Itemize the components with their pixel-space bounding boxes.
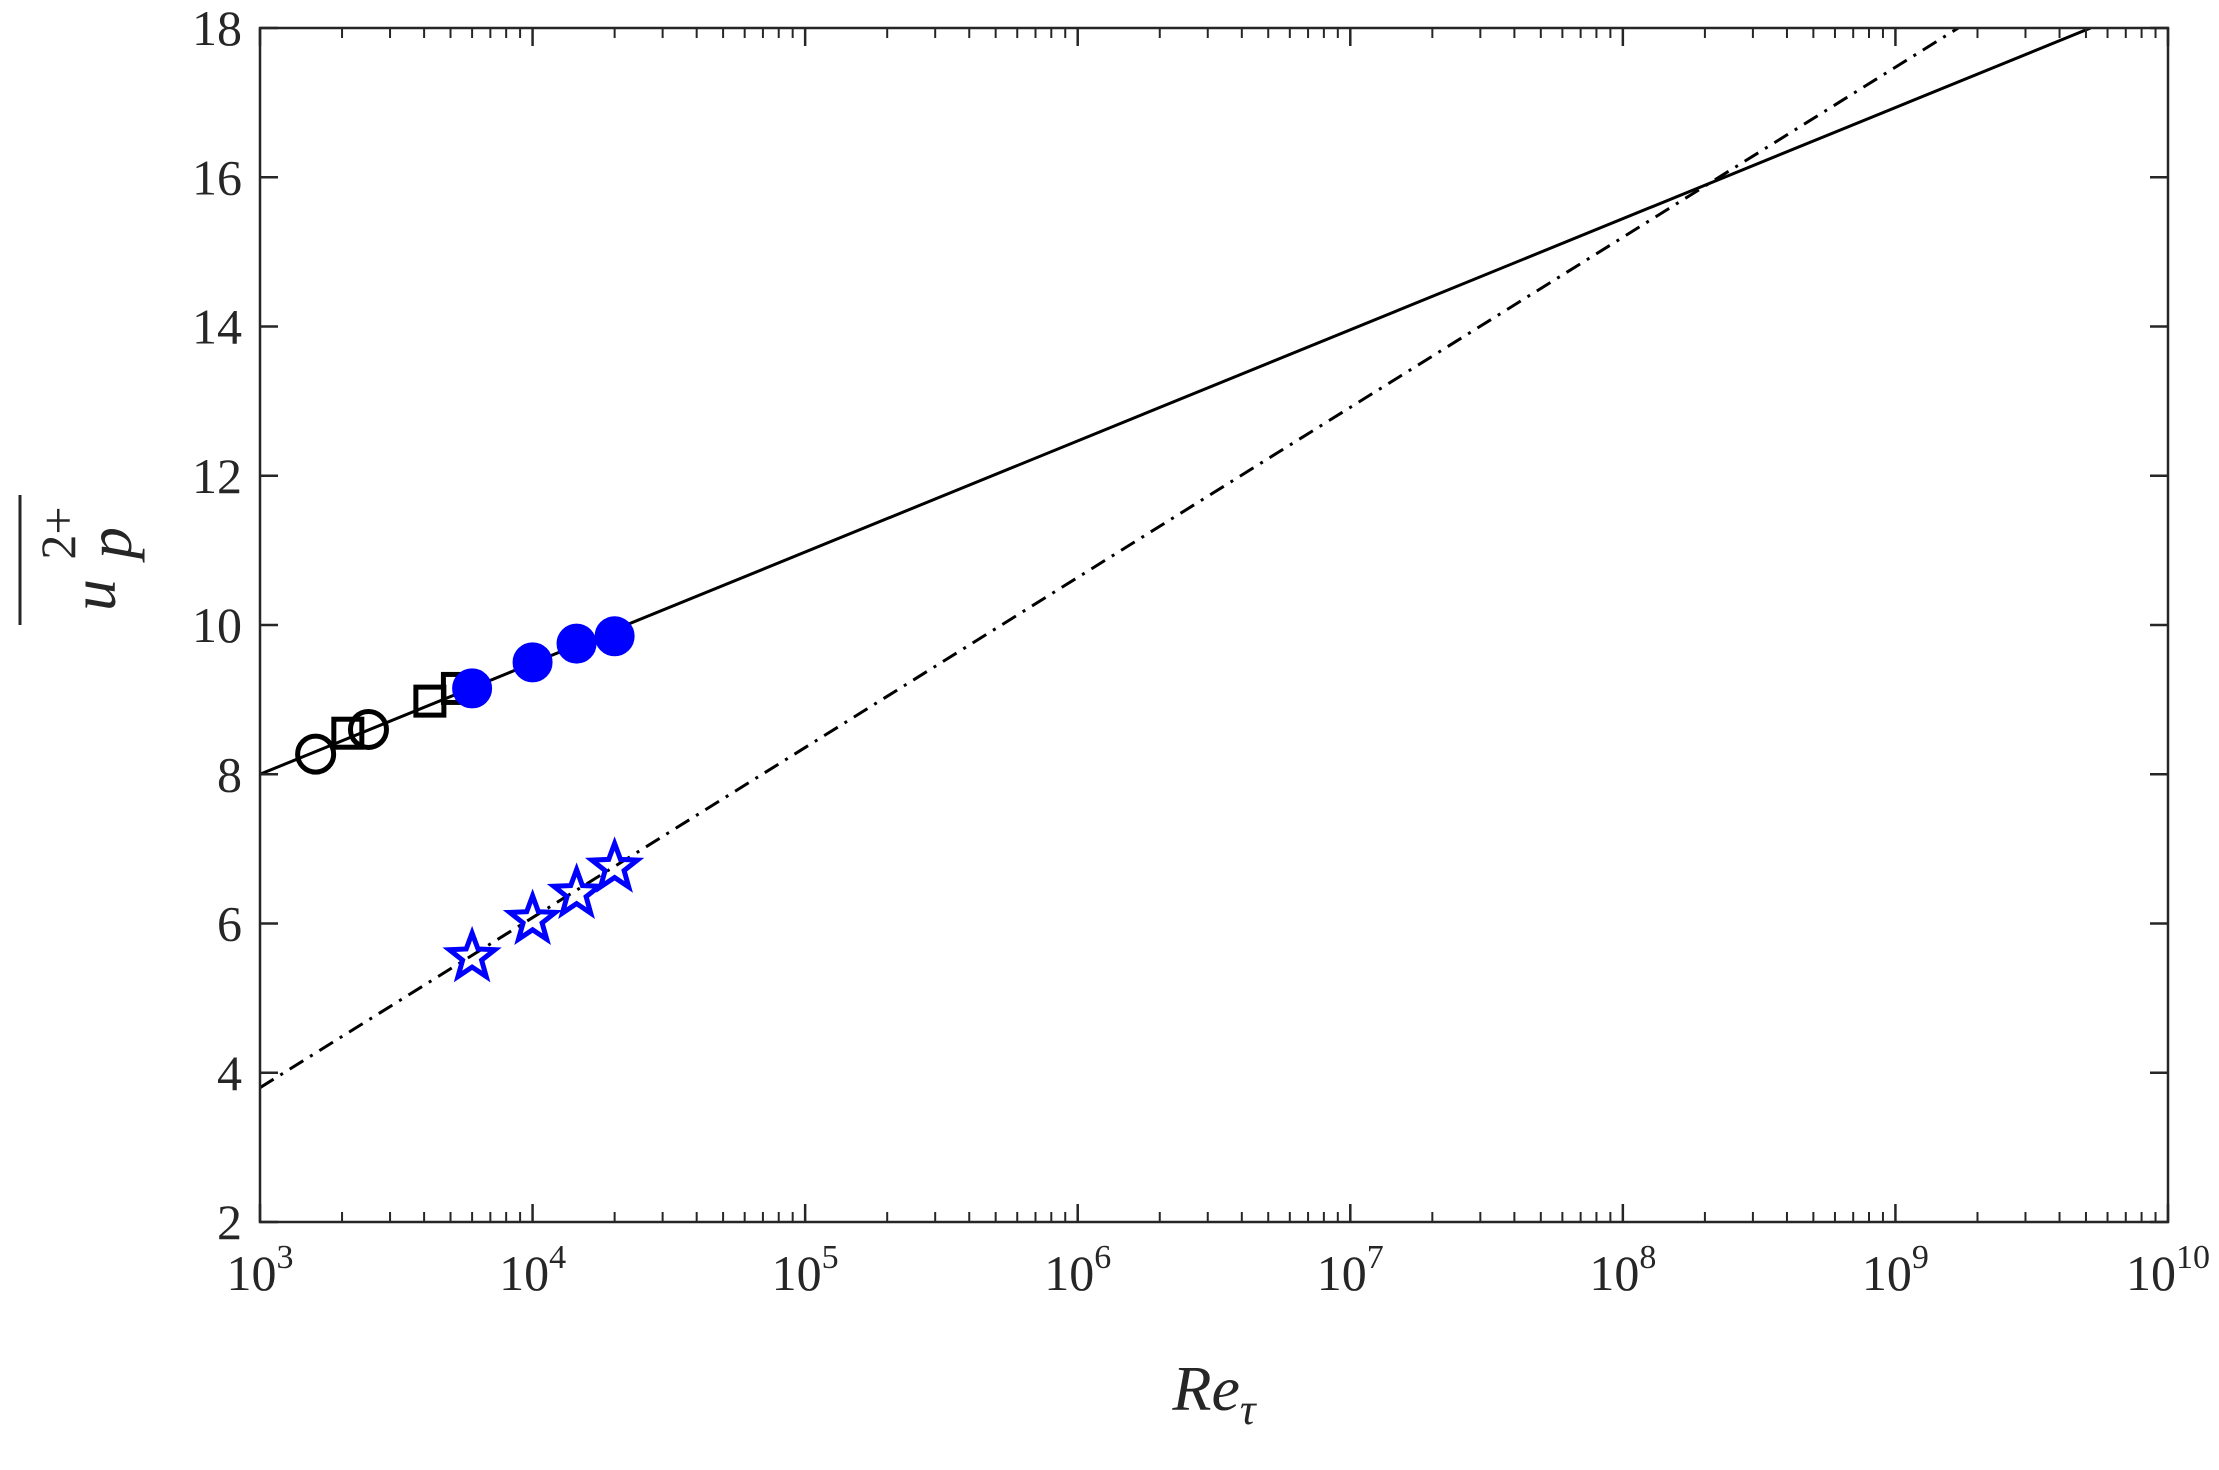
x-tick-label: 108 xyxy=(1589,1239,1656,1301)
x-tick-label: 109 xyxy=(1862,1239,1929,1301)
x-tick-label: 104 xyxy=(499,1239,566,1301)
circle-filled-marker xyxy=(594,616,635,657)
circle-open-marker xyxy=(347,708,389,750)
y-tick-label: 16 xyxy=(192,149,242,205)
x-tick-label: 106 xyxy=(1044,1239,1111,1301)
y-tick-label: 2 xyxy=(217,1194,242,1250)
x-tick-label: 103 xyxy=(227,1239,294,1301)
square-open-marker xyxy=(331,716,365,750)
y-tick-label: 14 xyxy=(192,299,242,355)
circle-filled-marker xyxy=(452,668,493,709)
x-tick-label: 105 xyxy=(772,1239,839,1301)
y-tick-label: 12 xyxy=(192,448,242,504)
x-tick-label: 1010 xyxy=(2126,1239,2210,1301)
circle-open-marker xyxy=(295,733,337,775)
x-tick-label: 107 xyxy=(1317,1239,1384,1301)
circle-filled-marker xyxy=(556,623,597,664)
data-markers xyxy=(295,616,645,983)
star-open-marker xyxy=(442,925,502,983)
axes: 2 4 6 8 10 12 14 16 18 103 104 105 106 107 108 109 1010 xyxy=(192,0,2210,1301)
y-label-base: u xyxy=(58,579,129,611)
y-tick-label: 10 xyxy=(192,597,242,653)
x-axis-label: Reτ xyxy=(1171,1353,1258,1434)
y-label-superscript: 2+ xyxy=(30,506,86,559)
star-open-marker xyxy=(584,836,645,893)
y-axis-label: up2+ xyxy=(18,495,145,625)
axis-labels: Reτ up2+ xyxy=(18,495,1258,1434)
y-tick-label: 18 xyxy=(192,0,242,56)
y-label-subscript: p xyxy=(74,527,145,563)
star-open-marker xyxy=(502,888,563,946)
circle-filled-marker xyxy=(512,642,553,683)
y-tick-label: 4 xyxy=(217,1045,242,1101)
star-open-marker xyxy=(546,862,607,919)
plot-frame xyxy=(258,26,2170,1224)
y-tick-label: 6 xyxy=(217,896,242,952)
y-tick-label: 8 xyxy=(217,746,242,802)
